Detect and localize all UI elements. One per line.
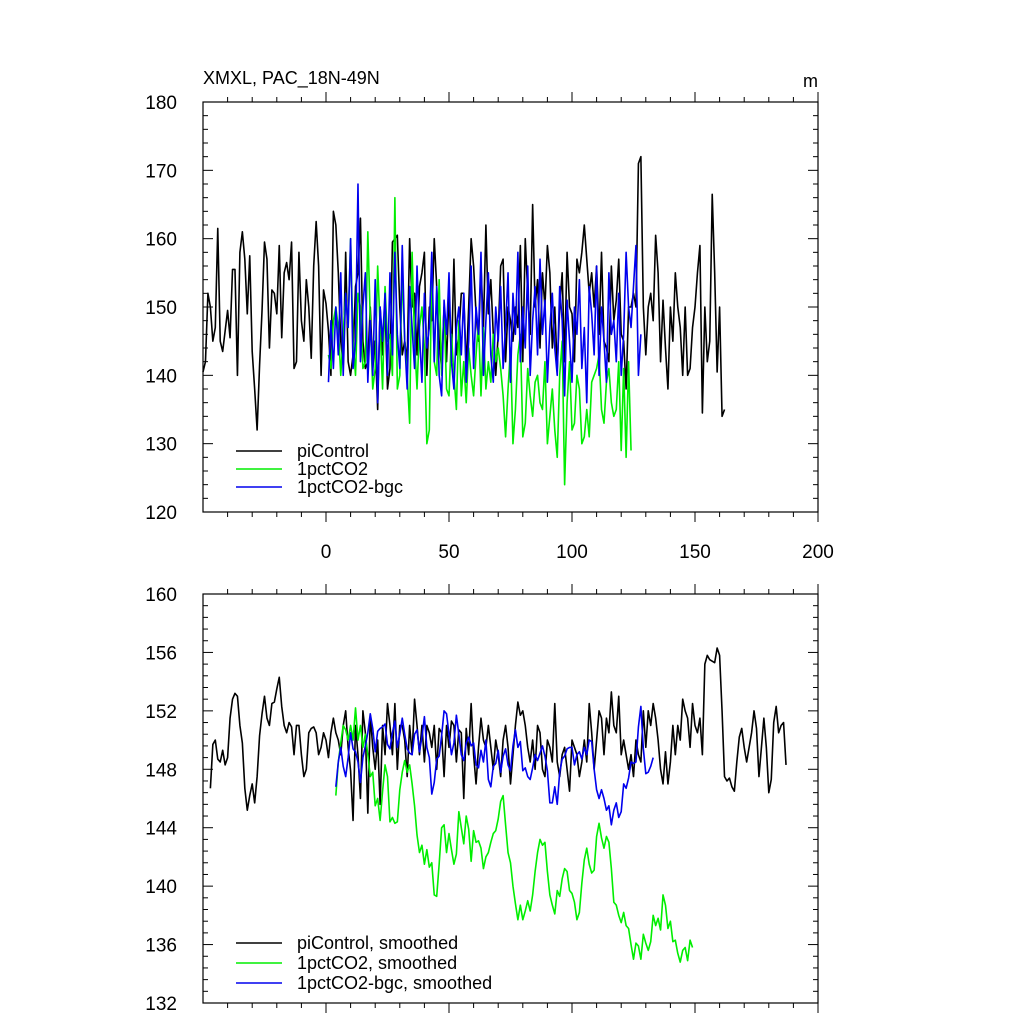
x-tick-label: 50 xyxy=(438,542,459,563)
series-line-1pctco2-bgc-smoothed xyxy=(335,705,654,826)
x-tick-label: 0 xyxy=(321,542,332,563)
series-line-1pctco2 xyxy=(327,196,632,486)
top-chart-title: XMXL, PAC_18N-49N xyxy=(203,68,380,89)
y-tick-label: 130 xyxy=(145,435,177,456)
y-tick-label: 148 xyxy=(145,760,177,781)
series-line-1pctco2-bgc xyxy=(327,183,642,404)
y-tick-label: 132 xyxy=(145,994,177,1015)
y-tick-label: 120 xyxy=(145,503,177,524)
top-panel: XMXL, PAC_18N-49N m 0 50 100 150 200 120 130 14… xyxy=(145,68,834,563)
x-tick-label: 100 xyxy=(556,542,588,563)
x-tick-label: 150 xyxy=(679,542,711,563)
y-tick-label: 160 xyxy=(145,230,177,251)
series-line-1pctco2-smoothed xyxy=(335,707,694,963)
y-tick-label: 136 xyxy=(145,936,177,957)
y-tick-label: 152 xyxy=(145,702,177,723)
legend-label: piControl xyxy=(297,441,369,461)
units-label: m xyxy=(803,71,818,91)
y-tick-label: 156 xyxy=(145,643,177,664)
y-tick-label: 140 xyxy=(145,366,177,387)
y-tick-label: 180 xyxy=(145,93,177,114)
plot-frame xyxy=(202,593,819,1004)
legend-label: 1pctCO2-bgc xyxy=(297,477,403,497)
y-tick-label: 150 xyxy=(145,298,177,319)
bottom-panel: 132 136 140 144 148 152 156 160 piControl, smoot… xyxy=(145,584,819,1015)
y-tick-label: 160 xyxy=(145,585,177,606)
y-tick-label: 170 xyxy=(145,161,177,182)
legend-label: piControl, smoothed xyxy=(297,933,458,953)
series-line-picontrol-smoothed xyxy=(209,647,787,822)
y-tick-label: 144 xyxy=(145,819,177,840)
legend-label: 1pctCO2, smoothed xyxy=(297,953,457,973)
y-tick-label: 140 xyxy=(145,877,177,898)
legend-label: 1pctCO2 xyxy=(297,459,368,479)
plot-frame xyxy=(202,101,819,513)
x-tick-label: 200 xyxy=(802,542,834,563)
legend-label: 1pctCO2-bgc, smoothed xyxy=(297,973,492,993)
